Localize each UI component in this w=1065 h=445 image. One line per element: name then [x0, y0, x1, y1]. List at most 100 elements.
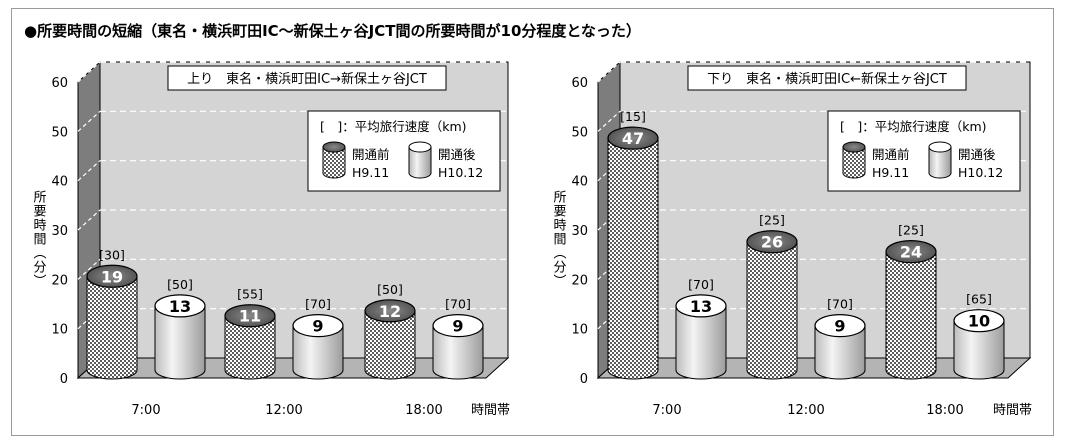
- bar-before: 12 [50]: [364, 282, 416, 380]
- bar-after: 9 [70]: [292, 297, 344, 380]
- bar-speed-label: [30]: [99, 247, 125, 262]
- bar-top: [364, 299, 416, 323]
- bar-value-label: 13: [169, 297, 191, 316]
- legend-swatch-top: [408, 141, 432, 153]
- bar-speed-label: [70]: [827, 297, 853, 312]
- gridline-side: [77, 258, 101, 280]
- bar-top: [675, 294, 727, 318]
- bar-after: 13 [70]: [675, 277, 727, 380]
- bar-after: 10 [65]: [953, 292, 1005, 380]
- legend-swatch-after: [408, 141, 432, 179]
- legend-title: [ ]：平均旅行速度（km): [320, 119, 467, 134]
- bar-value-label: 13: [690, 297, 712, 316]
- bar-body: [87, 276, 137, 370]
- chart-title: 上り 東名・横浜町田IC→新保土ヶ谷JCT: [187, 71, 427, 87]
- bar-speed-label: [55]: [237, 287, 263, 302]
- legend-swatch-top: [928, 141, 952, 153]
- bar-value-label: 9: [834, 317, 845, 336]
- y-tick-label: 60: [51, 76, 68, 91]
- legend-before-date: H9.11: [872, 165, 909, 180]
- bar-value-label: 11: [239, 307, 261, 326]
- bar-top: [432, 314, 484, 338]
- bar-value-label: 26: [761, 233, 783, 252]
- bar-before: 26 [25]: [746, 213, 798, 380]
- bar-value-label: 9: [452, 317, 463, 336]
- legend-swatch-fill: [929, 149, 951, 173]
- legend-swatch-before: [842, 141, 866, 179]
- legend-after-date: H10.12: [438, 165, 483, 180]
- bar-before: 11 [55]: [224, 287, 276, 380]
- bar-body: [747, 241, 797, 370]
- y-tick-label: 50: [571, 125, 588, 140]
- bar-top: [953, 309, 1005, 333]
- legend-swatch-top: [322, 141, 346, 153]
- bar-speed-label: [70]: [688, 277, 714, 292]
- legend-swatch-fill: [323, 149, 345, 173]
- bar-before: 24 [25]: [885, 223, 937, 380]
- bar-before: 47 [15]: [607, 109, 659, 380]
- x-tick-label: 7:00: [652, 403, 681, 418]
- figure-frame: [11, 8, 1054, 436]
- y-tick-label: 10: [51, 323, 68, 338]
- y-tick-label: 0: [580, 372, 588, 387]
- legend-swatch-fill: [409, 149, 431, 173]
- y-tick-label: 60: [571, 76, 588, 91]
- legend-after-date: H10.12: [958, 165, 1003, 180]
- bar-top: [224, 304, 276, 328]
- y-tick-label: 10: [571, 323, 588, 338]
- y-tick-label: 20: [571, 273, 588, 288]
- y-tick-label: 30: [51, 224, 68, 239]
- legend-after-label: 開通後: [438, 147, 476, 162]
- x-axis-label: 時間帯: [471, 403, 510, 418]
- x-axis-label: 時間帯: [993, 403, 1032, 418]
- x-tick-label: 12:00: [787, 403, 824, 418]
- bar-value-label: 24: [900, 243, 922, 262]
- bar-top: [607, 126, 659, 150]
- bar-after: 9 [70]: [432, 297, 484, 380]
- bar-speed-label: [15]: [620, 109, 646, 124]
- y-tick-label: 0: [60, 372, 68, 387]
- legend-swatch-top: [842, 141, 866, 153]
- chart-panel-down: 0 10 20 30 40 50 60 所要時間（分） 時間帯 下り 東名・横浜町田IC←新保土ヶ…: [551, 60, 1032, 418]
- x-tick-label: 18:00: [926, 403, 963, 418]
- legend-title: [ ]：平均旅行速度（km): [840, 119, 987, 134]
- y-axis-label: 所要時間（分）: [551, 190, 567, 288]
- bar-body: [886, 251, 936, 370]
- y-tick-label: 40: [571, 175, 588, 190]
- bar-top: [86, 264, 138, 288]
- gridline-side: [597, 110, 621, 132]
- bar-value-label: 19: [101, 267, 123, 286]
- chart-title-box: [167, 65, 447, 91]
- bar-after: 13 [50]: [154, 277, 206, 380]
- x-tick-label: 12:00: [265, 403, 302, 418]
- legend-before-label: 開通前: [872, 147, 910, 162]
- gridline-side: [77, 209, 101, 231]
- legend-before-date: H9.11: [352, 165, 389, 180]
- chart-title-box: [687, 65, 967, 91]
- bar-top: [746, 230, 798, 254]
- y-axis-label: 所要時間（分）: [31, 190, 47, 288]
- bar-before: 19 [30]: [86, 247, 138, 380]
- legend-after-label: 開通後: [958, 147, 996, 162]
- legend-swatch-before: [322, 141, 346, 179]
- y-tick-label: 30: [571, 224, 588, 239]
- bar-speed-label: [50]: [377, 282, 403, 297]
- gridline-side: [597, 61, 621, 83]
- chart-panel-up: 0 10 20 30 40 50 60 所要時間（分） 時間帯 上り 東名・横浜町田IC→新保土ヶ…: [31, 60, 510, 418]
- bar-speed-label: [70]: [445, 297, 471, 312]
- gridline-side: [77, 61, 101, 83]
- x-tick-label: 7:00: [131, 403, 160, 418]
- legend-swatch-fill: [843, 149, 865, 173]
- y-tick-label: 20: [51, 273, 68, 288]
- bar-speed-label: [70]: [305, 297, 331, 312]
- bar-speed-label: [25]: [898, 223, 924, 238]
- bar-value-label: 10: [968, 312, 990, 331]
- gridline-side: [77, 160, 101, 182]
- bar-top: [154, 294, 206, 318]
- bar-after: 9 [70]: [814, 297, 866, 380]
- bar-speed-label: [25]: [759, 213, 785, 228]
- bar-body: [608, 138, 658, 370]
- legend-before-label: 開通前: [352, 147, 390, 162]
- gridline-side: [77, 110, 101, 132]
